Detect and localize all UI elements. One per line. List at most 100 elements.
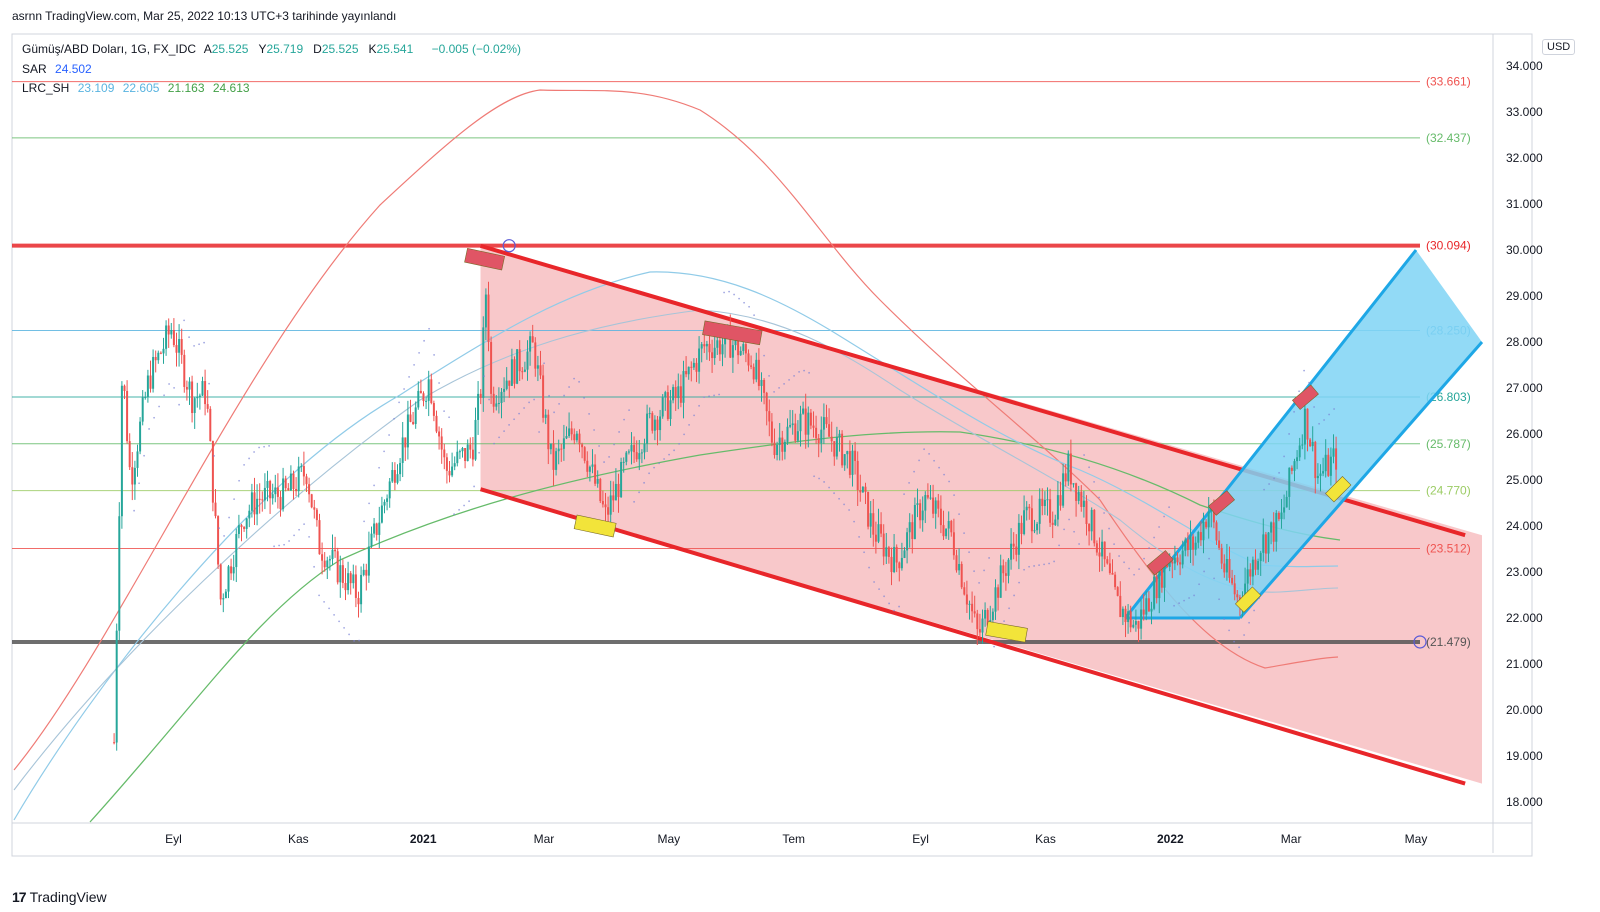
candle-body [1158, 563, 1161, 599]
candle-body [867, 491, 870, 527]
candle-body [568, 428, 571, 437]
candle-body [809, 412, 812, 426]
candle-body [458, 451, 461, 453]
sar-dot [733, 293, 735, 296]
sar-dot [1048, 562, 1050, 565]
y-tick-label: 28.000 [1506, 335, 1543, 349]
candle-body [583, 447, 586, 461]
candle-body [445, 457, 448, 471]
candle-body [443, 449, 446, 458]
sar-dot [683, 433, 685, 436]
footer: 17 TradingView [12, 889, 107, 905]
candle-body [1160, 563, 1163, 588]
sar-dot [503, 430, 505, 433]
sar-dot [1303, 369, 1305, 372]
candle-body [1137, 621, 1140, 629]
candle-body [830, 436, 833, 442]
legend-sar-row[interactable]: SAR 24.502 [22, 60, 526, 80]
candle-body [1004, 573, 1007, 576]
candle-body [828, 424, 831, 437]
candle-body [1202, 521, 1205, 541]
sar-dot [853, 520, 855, 523]
candle-body [1236, 594, 1239, 598]
candle-body [1288, 467, 1291, 497]
candle-body [412, 421, 415, 425]
sar-dot [478, 451, 480, 454]
candle-body [464, 448, 467, 462]
sar-dot [988, 557, 990, 559]
candle-body [874, 534, 877, 542]
legend-symbol-row[interactable]: Gümüş/ABD Doları, 1G, FX_IDC A25.525 Y25.… [22, 40, 526, 60]
candle-body [365, 569, 368, 576]
candle-body [352, 574, 355, 584]
candle-body [734, 338, 737, 346]
sar-dot [543, 362, 545, 365]
candle-body [438, 431, 441, 437]
candle-body [289, 473, 292, 491]
candle-body [882, 533, 885, 557]
candle-body [786, 426, 789, 442]
legend-lrc-row[interactable]: LRC_SH 23.109 22.605 21.163 24.613 [22, 79, 526, 99]
highlight-marker [464, 248, 506, 271]
candle-body [206, 404, 209, 409]
sar-dot [258, 446, 260, 449]
candle-body [916, 503, 919, 505]
candle-body [1285, 496, 1288, 508]
red-channel-lower [479, 487, 1466, 786]
candle-body [1041, 498, 1044, 507]
candle-body [279, 496, 282, 510]
candle-body [653, 419, 656, 431]
sar-dot [1063, 528, 1065, 531]
candle-body [906, 532, 909, 551]
sar-dot [513, 418, 515, 421]
candle-body [1197, 532, 1200, 543]
candle-body [1257, 561, 1260, 570]
sar-dot [133, 509, 135, 512]
candle-body [1218, 540, 1221, 548]
blue-channel-lower [1238, 341, 1484, 619]
candle-body [360, 574, 363, 605]
candle-body [1329, 456, 1332, 476]
candle-body [835, 437, 838, 457]
sar-dot [248, 457, 250, 460]
candle-body [414, 407, 417, 425]
candle-body [965, 594, 968, 605]
sar-dot [313, 565, 315, 568]
candle-body [791, 423, 794, 426]
candle-body [1140, 609, 1143, 629]
candle-body [978, 629, 981, 633]
candle-body [1051, 522, 1054, 525]
candle-body [1228, 559, 1231, 578]
candle-body [284, 478, 287, 489]
candle-body [422, 393, 425, 402]
candle-body [172, 330, 175, 346]
currency-button[interactable]: USD [1542, 39, 1576, 55]
sar-dot [213, 454, 215, 457]
sar-dot [1168, 506, 1170, 509]
sar-dot [678, 442, 680, 445]
candle-body [932, 497, 935, 514]
sar-dot [738, 297, 740, 300]
candle-body [625, 452, 628, 462]
x-tick-label: May [1405, 832, 1428, 846]
candle-body [347, 573, 350, 591]
candle-body [752, 366, 755, 380]
candle-body [804, 408, 807, 435]
highlight-marker [1325, 476, 1352, 503]
sar-dot [843, 503, 845, 506]
candle-body [484, 294, 487, 328]
candle-body [451, 466, 454, 476]
candle-body [773, 442, 776, 456]
sar-dot [263, 445, 265, 448]
candle-body [1119, 595, 1122, 618]
sar-dot [1128, 567, 1130, 570]
candle-body [479, 393, 482, 398]
sar-dot [718, 393, 720, 396]
candle-body [549, 443, 552, 450]
candle-body [1311, 441, 1314, 447]
x-tick-label: 2022 [1157, 832, 1184, 846]
candle-body [313, 507, 316, 510]
chart-legend: Gümüş/ABD Doları, 1G, FX_IDC A25.525 Y25.… [22, 40, 526, 99]
candle-body [1283, 507, 1286, 513]
